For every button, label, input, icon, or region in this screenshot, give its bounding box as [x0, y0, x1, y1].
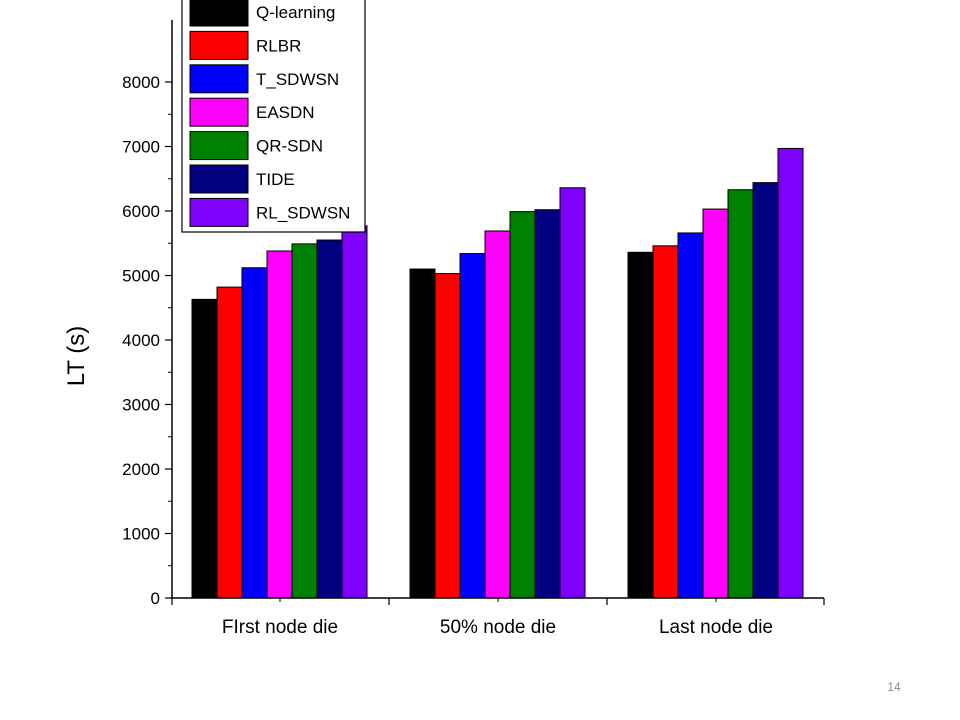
bar-rl-sdwsn-last-node-die — [777, 147, 804, 599]
y-tick-label-2000: 2000 — [122, 460, 160, 479]
y-tick-label-7000: 7000 — [122, 138, 160, 157]
bar-qr-sdn-last-node-die — [727, 189, 754, 599]
bar-tide-last-node-die — [752, 182, 779, 599]
bar-tide-50-node-die — [534, 209, 561, 599]
bar-qr-sdn-50-node-die — [509, 211, 536, 599]
bar-easdn-50-node-die — [484, 230, 511, 599]
y-tick-label-4000: 4000 — [122, 331, 160, 350]
legend-label-rl-sdwsn: RL_SDWSN — [256, 203, 350, 222]
y-tick-label-3000: 3000 — [122, 396, 160, 415]
axes-group: 0 1000 2000 3000 4000 5000 6000 7000 8000 FIrst n… — [63, 20, 825, 638]
x-category-label-first-node-die: FIrst node die — [222, 617, 338, 638]
y-tick-label-6000: 6000 — [122, 202, 160, 221]
y-tick-label-8000: 8000 — [122, 73, 160, 92]
bar-t-sdwsn-last-node-die — [677, 232, 704, 599]
legend-swatch-easdn — [189, 97, 249, 127]
y-tick-label-0: 0 — [151, 589, 160, 608]
legend-label-rlbr: RLBR — [256, 36, 301, 55]
legend-swatch-tide — [189, 164, 249, 194]
bar-tide-first-node-die — [316, 239, 343, 599]
bar-q-learning-50-node-die — [409, 268, 436, 599]
y-tick-label-5000: 5000 — [122, 267, 160, 286]
x-category-label-last-node-die: Last node die — [659, 617, 773, 638]
bars-group — [191, 147, 804, 599]
y-axis-label: LT (s) — [63, 326, 90, 386]
legend-swatch-rl-sdwsn — [189, 197, 249, 227]
legend-label-qr-sdn: QR-SDN — [256, 137, 323, 156]
bar-q-learning-first-node-die — [191, 298, 218, 599]
bar-rlbr-50-node-die — [434, 273, 461, 599]
bar-rlbr-last-node-die — [652, 245, 679, 599]
legend-swatch-rlbr — [189, 30, 249, 60]
legend-swatch-q-learning — [189, 0, 249, 27]
y-tick-label-1000: 1000 — [122, 525, 160, 544]
page-number: 14 — [887, 680, 901, 694]
bar-rl-sdwsn-first-node-die — [341, 225, 368, 599]
bar-rlbr-first-node-die — [216, 286, 243, 599]
bar-easdn-first-node-die — [266, 250, 293, 599]
legend-swatch-qr-sdn — [189, 131, 249, 161]
bar-t-sdwsn-first-node-die — [241, 267, 268, 599]
bar-q-learning-last-node-die — [627, 251, 654, 599]
legend-swatch-t-sdwsn — [189, 64, 249, 94]
x-category-label-50-node-die: 50% node die — [440, 617, 556, 638]
legend-label-q-learning: Q-learning — [256, 3, 335, 22]
bar-t-sdwsn-50-node-die — [459, 253, 486, 599]
legend: Q-learning RLBR T_SDWSN EASDN QR-SDN TIDE RL_S… — [181, 0, 366, 233]
legend-label-tide: TIDE — [256, 170, 295, 189]
legend-label-easdn: EASDN — [256, 103, 315, 122]
bar-easdn-last-node-die — [702, 208, 729, 599]
bar-qr-sdn-first-node-die — [291, 243, 318, 599]
bar-rl-sdwsn-50-node-die — [559, 187, 586, 599]
legend-label-t-sdwsn: T_SDWSN — [256, 70, 339, 89]
